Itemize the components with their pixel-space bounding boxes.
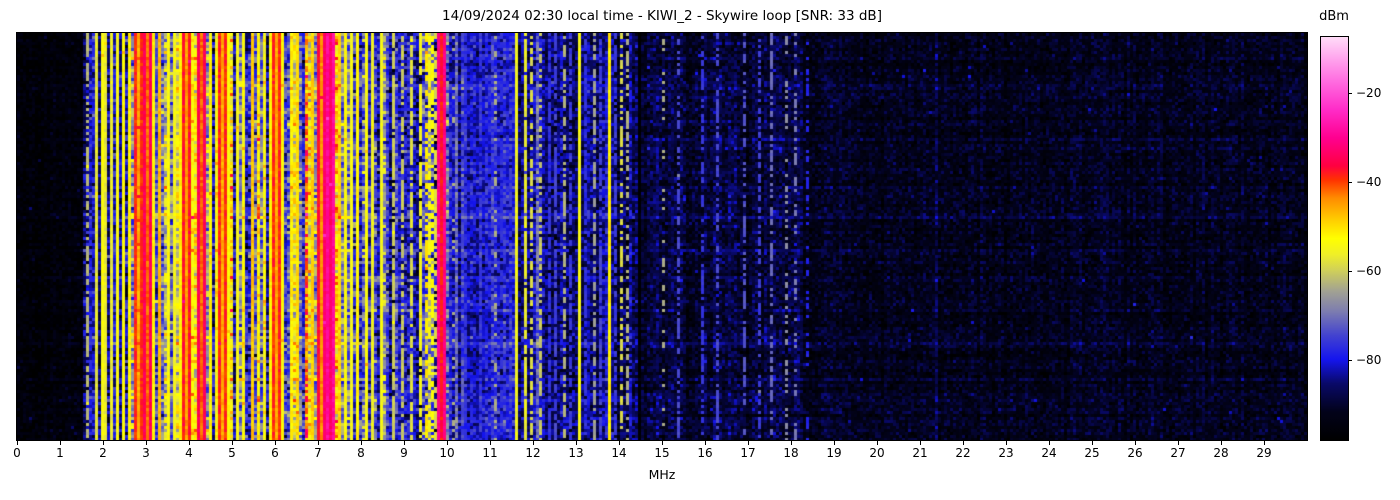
x-tick-mark — [963, 441, 964, 445]
x-tick-mark — [791, 441, 792, 445]
x-tick-label: 16 — [697, 446, 713, 460]
x-tick-label: 23 — [998, 446, 1014, 460]
x-tick-mark — [361, 441, 362, 445]
x-tick-label: 12 — [525, 446, 541, 460]
x-tick-mark — [705, 441, 706, 445]
x-tick-label: 0 — [13, 446, 21, 460]
x-tick-mark — [146, 441, 147, 445]
x-tick-label: 4 — [185, 446, 193, 460]
colorbar-tick-mark — [1348, 92, 1352, 94]
x-tick-label: 3 — [142, 446, 150, 460]
x-tick-label: 26 — [1127, 446, 1143, 460]
x-tick-mark — [447, 441, 448, 445]
colorbar-tick-mark — [1348, 181, 1352, 183]
plot-title: 14/09/2024 02:30 local time - KIWI_2 - S… — [442, 8, 882, 24]
x-tick-mark — [189, 441, 190, 445]
x-tick-label: 13 — [568, 446, 584, 460]
x-tick-mark — [877, 441, 878, 445]
colorbar-tick-label: −20 — [1356, 85, 1382, 100]
colorbar-tick-label: −40 — [1356, 174, 1382, 189]
x-tick-label: 5 — [228, 446, 236, 460]
x-tick-label: 11 — [482, 446, 498, 460]
x-tick-mark — [834, 441, 835, 445]
x-tick-mark — [619, 441, 620, 445]
x-tick-label: 9 — [400, 446, 408, 460]
x-tick-label: 22 — [955, 446, 971, 460]
x-tick-mark — [662, 441, 663, 445]
x-tick-mark — [576, 441, 577, 445]
x-tick-mark — [318, 441, 319, 445]
x-tick-label: 1 — [56, 446, 64, 460]
x-tick-label: 24 — [1041, 446, 1057, 460]
x-tick-mark — [1264, 441, 1265, 445]
x-tick-mark — [60, 441, 61, 445]
x-tick-label: 29 — [1256, 446, 1272, 460]
x-tick-mark — [17, 441, 18, 445]
x-tick-mark — [533, 441, 534, 445]
x-tick-mark — [1006, 441, 1007, 445]
x-tick-label: 15 — [654, 446, 670, 460]
x-tick-mark — [1049, 441, 1050, 445]
x-tick-label: 21 — [912, 446, 928, 460]
x-tick-mark — [1178, 441, 1179, 445]
x-tick-label: 7 — [314, 446, 322, 460]
colorbar-unit-label: dBm — [1319, 9, 1349, 24]
x-tick-mark — [103, 441, 104, 445]
x-tick-mark — [1092, 441, 1093, 445]
spectrogram-canvas — [17, 33, 1307, 440]
colorbar-tick-label: −80 — [1356, 352, 1382, 367]
x-tick-mark — [490, 441, 491, 445]
x-tick-mark — [748, 441, 749, 445]
x-tick-mark — [1135, 441, 1136, 445]
x-tick-label: 14 — [611, 446, 627, 460]
colorbar-tick-mark — [1348, 270, 1352, 272]
x-tick-label: 25 — [1084, 446, 1100, 460]
x-tick-label: 19 — [826, 446, 842, 460]
colorbar-tick-label: −60 — [1356, 263, 1382, 278]
x-tick-label: 10 — [439, 446, 455, 460]
x-tick-mark — [404, 441, 405, 445]
x-tick-label: 2 — [99, 446, 107, 460]
x-tick-label: 17 — [740, 446, 756, 460]
x-tick-mark — [275, 441, 276, 445]
colorbar-gradient — [1320, 36, 1349, 441]
x-tick-label: 27 — [1170, 446, 1186, 460]
x-tick-mark — [232, 441, 233, 445]
x-tick-label: 8 — [357, 446, 365, 460]
x-axis-label: MHz — [648, 467, 676, 482]
x-tick-mark — [1221, 441, 1222, 445]
x-tick-mark — [920, 441, 921, 445]
x-tick-label: 18 — [783, 446, 799, 460]
spectrogram-plot — [16, 32, 1308, 441]
x-tick-label: 20 — [869, 446, 885, 460]
x-tick-label: 28 — [1213, 446, 1229, 460]
x-tick-label: 6 — [271, 446, 279, 460]
colorbar-tick-mark — [1348, 359, 1352, 361]
